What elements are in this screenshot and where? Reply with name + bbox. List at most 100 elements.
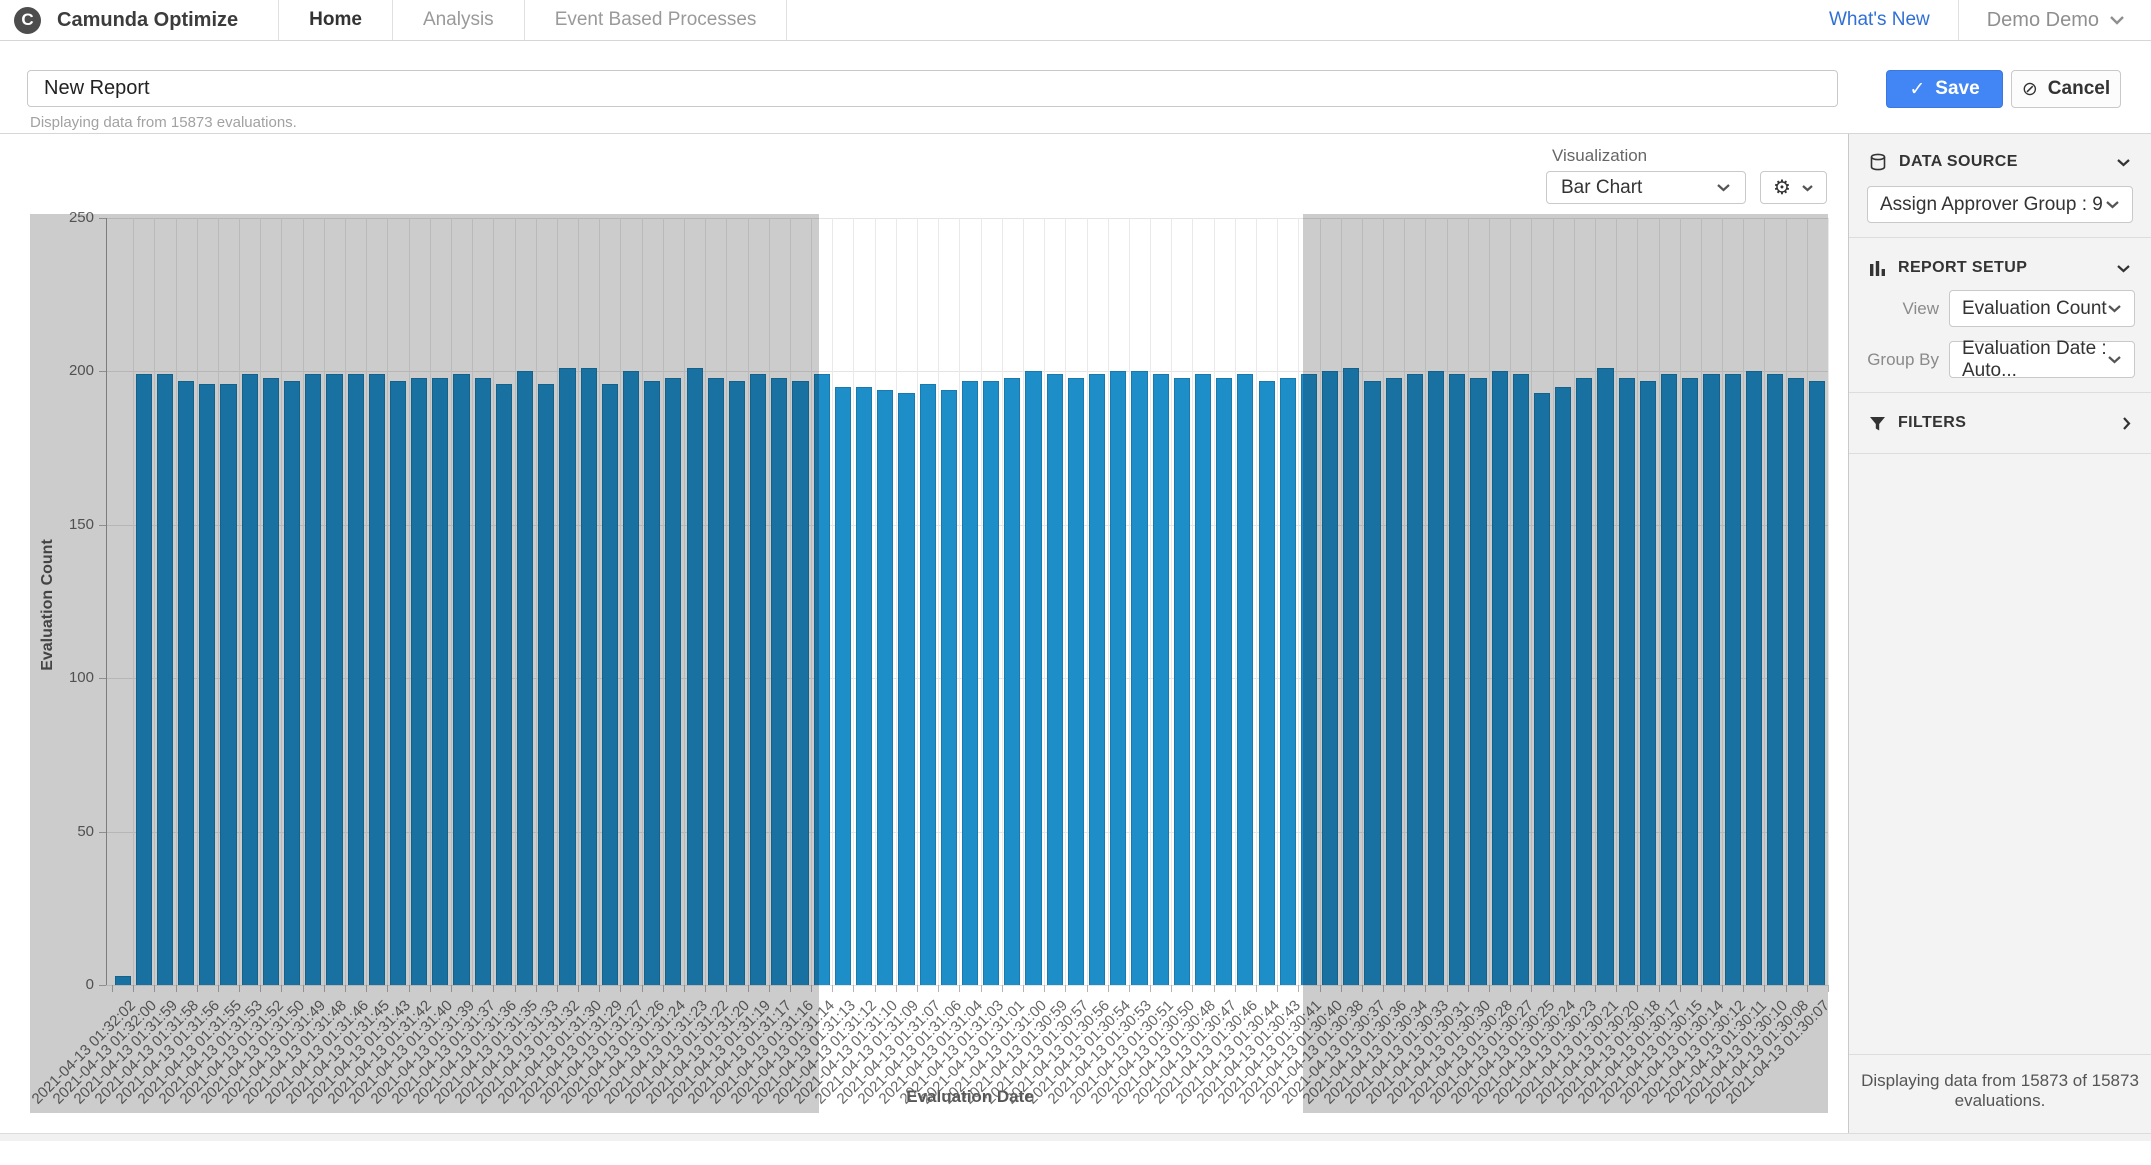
bar[interactable] bbox=[262, 377, 279, 985]
bar[interactable] bbox=[1279, 377, 1296, 985]
bar-chart-canvas[interactable]: Evaluation Count Evaluation Date 0 50 100 1… bbox=[28, 209, 1833, 1113]
bar[interactable] bbox=[411, 377, 428, 985]
visualization-select[interactable]: Bar Chart bbox=[1546, 171, 1746, 204]
bar[interactable] bbox=[1004, 377, 1021, 985]
bar[interactable] bbox=[1618, 377, 1635, 985]
filters-section-header[interactable]: FILTERS bbox=[1849, 401, 2151, 445]
bar[interactable] bbox=[474, 377, 491, 985]
bar[interactable] bbox=[326, 374, 343, 985]
bar[interactable] bbox=[1597, 368, 1614, 985]
bar[interactable] bbox=[580, 368, 597, 985]
bar[interactable] bbox=[686, 368, 703, 985]
bar[interactable] bbox=[1343, 368, 1360, 985]
bar[interactable] bbox=[707, 377, 724, 985]
bar[interactable] bbox=[1427, 371, 1445, 985]
bar[interactable] bbox=[538, 383, 555, 985]
x-tickmark bbox=[641, 985, 643, 992]
bar[interactable] bbox=[1025, 371, 1042, 985]
bar[interactable] bbox=[1639, 380, 1656, 985]
bar[interactable] bbox=[1555, 386, 1572, 985]
bar[interactable] bbox=[368, 374, 385, 985]
bar[interactable] bbox=[432, 377, 449, 985]
bar[interactable] bbox=[961, 380, 979, 985]
data-source-section-header[interactable]: DATA SOURCE bbox=[1849, 140, 2151, 184]
report-name-input[interactable] bbox=[27, 70, 1838, 107]
bar[interactable] bbox=[1724, 374, 1741, 985]
bar[interactable] bbox=[1661, 374, 1678, 985]
bar[interactable] bbox=[1300, 374, 1318, 985]
bar[interactable] bbox=[1470, 377, 1487, 985]
nav-item-analysis[interactable]: Analysis bbox=[422, 9, 494, 30]
bar[interactable] bbox=[1110, 371, 1127, 985]
bar[interactable] bbox=[305, 374, 322, 985]
bar[interactable] bbox=[1809, 380, 1826, 985]
data-source-select[interactable]: Assign Approver Group : 9 : All bbox=[1867, 186, 2133, 223]
view-select[interactable]: Evaluation Count bbox=[1949, 290, 2135, 327]
bar[interactable] bbox=[1322, 371, 1339, 985]
bar[interactable] bbox=[792, 380, 809, 985]
bar[interactable] bbox=[983, 380, 1000, 985]
bar[interactable] bbox=[1745, 371, 1762, 985]
bar[interactable] bbox=[665, 377, 682, 985]
bar[interactable] bbox=[1449, 374, 1466, 985]
bar[interactable] bbox=[114, 975, 131, 985]
bar[interactable] bbox=[1364, 380, 1381, 985]
user-menu[interactable]: Demo Demo bbox=[1987, 9, 2125, 32]
bar[interactable] bbox=[1067, 377, 1084, 985]
bar[interactable] bbox=[1237, 374, 1254, 985]
bar[interactable] bbox=[135, 374, 152, 985]
bar[interactable] bbox=[1385, 377, 1402, 985]
bar[interactable] bbox=[1703, 374, 1720, 985]
bar[interactable] bbox=[1194, 374, 1212, 985]
bar[interactable] bbox=[1089, 374, 1106, 985]
bar[interactable] bbox=[1131, 371, 1148, 985]
bar[interactable] bbox=[1512, 374, 1529, 985]
bar[interactable] bbox=[283, 380, 301, 985]
bar[interactable] bbox=[178, 380, 195, 985]
bar[interactable] bbox=[347, 374, 364, 985]
bar[interactable] bbox=[750, 374, 767, 985]
bar[interactable] bbox=[855, 386, 873, 985]
bar[interactable] bbox=[601, 383, 618, 985]
bar[interactable] bbox=[771, 377, 788, 985]
bar[interactable] bbox=[1152, 374, 1169, 985]
bar[interactable] bbox=[1173, 377, 1190, 985]
bar[interactable] bbox=[1491, 371, 1508, 985]
bar[interactable] bbox=[199, 383, 216, 985]
bar[interactable] bbox=[220, 383, 237, 985]
bar[interactable] bbox=[241, 374, 258, 985]
cancel-button[interactable]: ⊘ Cancel bbox=[2011, 70, 2121, 108]
bar[interactable] bbox=[940, 389, 957, 985]
bar[interactable] bbox=[644, 380, 661, 985]
bar[interactable] bbox=[453, 374, 470, 985]
bar[interactable] bbox=[1258, 380, 1275, 985]
bar[interactable] bbox=[1533, 392, 1551, 985]
chart-settings-button[interactable]: ⚙ bbox=[1760, 171, 1827, 204]
bar[interactable] bbox=[1576, 377, 1593, 985]
bar[interactable] bbox=[728, 380, 746, 985]
report-setup-section-header[interactable]: REPORT SETUP bbox=[1849, 246, 2151, 290]
bar[interactable] bbox=[495, 383, 512, 985]
nav-item-home[interactable]: Home bbox=[309, 9, 362, 30]
whats-new-link[interactable]: What's New bbox=[1828, 9, 1930, 30]
bar[interactable] bbox=[1682, 377, 1699, 985]
bar[interactable] bbox=[1406, 374, 1423, 985]
bar[interactable] bbox=[919, 383, 936, 985]
bar[interactable] bbox=[898, 392, 915, 985]
bar[interactable] bbox=[834, 386, 851, 985]
group-by-select[interactable]: Evaluation Date : Auto... bbox=[1949, 338, 2135, 381]
bar[interactable] bbox=[517, 371, 534, 985]
bar[interactable] bbox=[1766, 374, 1784, 985]
bar[interactable] bbox=[1216, 377, 1233, 985]
bar[interactable] bbox=[1046, 374, 1063, 985]
nav-item-event-based-processes[interactable]: Event Based Processes bbox=[554, 9, 757, 30]
bar[interactable] bbox=[1788, 377, 1805, 985]
bar[interactable] bbox=[389, 380, 407, 985]
x-tickmark bbox=[959, 985, 961, 992]
bar[interactable] bbox=[622, 371, 640, 985]
save-button[interactable]: ✓ Save bbox=[1886, 70, 2003, 108]
bar[interactable] bbox=[813, 374, 830, 985]
bar[interactable] bbox=[559, 368, 576, 985]
bar[interactable] bbox=[877, 389, 894, 985]
bar[interactable] bbox=[156, 374, 174, 985]
